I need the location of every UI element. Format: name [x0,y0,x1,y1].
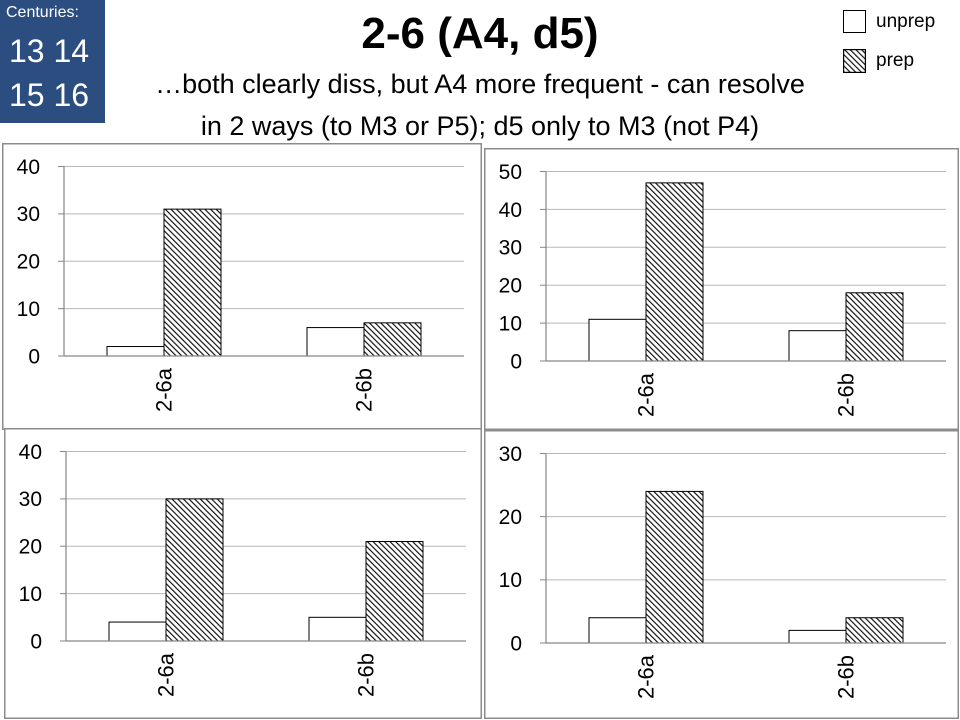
category-label: 2-6b [834,655,859,699]
category-label: 2-6a [634,372,659,417]
y-tick-label: 20 [17,251,40,274]
bar-unprep-2-6a [588,617,647,644]
y-tick-label: 10 [499,312,522,335]
bar-prep-2-6b [365,541,424,642]
category-label: 2-6b [354,653,379,697]
centuries-line-1: 13 14 [9,33,90,69]
bar-unprep-2-6b [788,330,847,362]
legend-label-unprep: unprep [876,11,936,32]
y-tick-label: 40 [499,199,522,222]
bar-unprep-2-6b [308,616,367,642]
y-tick-label: 10 [17,298,40,321]
y-tick-label: 0 [510,350,522,373]
legend-item-prep: prep [843,49,953,73]
y-tick-label: 30 [17,203,40,226]
centuries-panel: Centuries: 13 14 15 16 [0,0,105,123]
y-tick-label: 40 [17,156,40,179]
bar-unprep-2-6a [106,346,165,357]
chart-svg: 0 10 20 30 2-6a 2-6b [484,430,959,719]
category-label: 2-6a [154,652,179,697]
bar-unprep-2-6b [788,629,847,644]
y-tick-label: 10 [499,569,522,592]
y-tick-label: 20 [499,506,522,529]
bar-prep-2-6a [645,182,704,362]
bar-unprep-2-6a [108,621,167,642]
bar-prep-2-6a [645,490,704,644]
legend-item-unprep: unprep [843,10,953,34]
chart-frame [484,148,959,430]
y-tick-label: 30 [19,488,42,511]
y-tick-label: 0 [510,632,522,655]
chart-frame [2,143,482,430]
bar-unprep-2-6b [306,327,365,357]
y-tick-label: 20 [499,275,522,298]
bar-prep-2-6b [845,617,904,644]
category-label: 2-6b [352,368,377,412]
y-tick-label: 10 [19,583,42,606]
y-tick-label: 0 [28,345,40,368]
y-tick-label: 50 [499,161,522,184]
category-label: 2-6a [634,654,659,699]
category-label: 2-6a [152,367,177,412]
y-tick-label: 30 [499,237,522,260]
chart-3: 0 10 20 30 40 2-6a 2-6b [4,428,482,719]
chart-svg: 0 10 20 30 40 50 2-6a 2-6b [484,148,959,430]
subtitle-line-2: in 2 ways (to M3 or P5); d5 only to M3 (… [200,111,760,141]
legend-swatch-unprep [843,10,866,33]
y-tick-label: 40 [19,441,42,464]
bar-unprep-2-6a [588,318,647,362]
centuries-label: Centuries: [6,4,79,21]
chart-2: 0 10 20 30 40 50 2-6a 2-6b [484,148,959,430]
y-tick-label: 0 [30,630,42,653]
y-tick-label: 20 [19,536,42,559]
y-tick-label: 30 [499,443,522,466]
bar-prep-2-6a [163,208,222,357]
bar-prep-2-6b [845,292,904,362]
slide-title: 2-6 (A4, d5) [361,9,599,58]
chart-svg: 0 10 20 30 40 2-6a 2-6b [2,143,482,430]
chart-frame [484,430,959,719]
legend-swatch-prep [843,49,866,73]
centuries-line-2: 15 16 [9,77,90,113]
bar-prep-2-6b [363,322,422,357]
category-label: 2-6b [834,373,859,417]
chart-4: 0 10 20 30 2-6a 2-6b [484,430,959,719]
chart-svg: 0 10 20 30 40 2-6a 2-6b [4,428,482,719]
chart-1: 0 10 20 30 40 2-6a 2-6b [2,143,482,430]
legend-label-prep: prep [876,50,915,71]
subtitle-line-1: …both clearly diss, but A4 more frequent… [155,69,805,99]
bar-prep-2-6a [165,498,224,642]
